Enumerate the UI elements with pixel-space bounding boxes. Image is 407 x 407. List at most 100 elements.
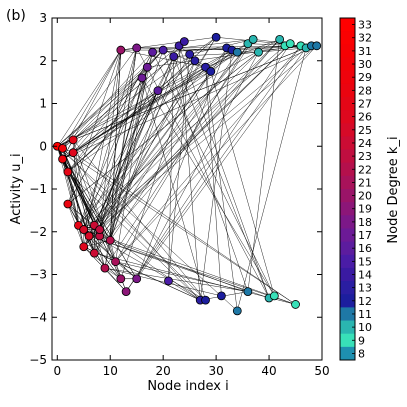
node-point (232, 47, 242, 57)
colorbar-tick-label: 32 (358, 32, 372, 45)
plot-frame (51, 17, 323, 361)
colorbar-swatch (340, 202, 355, 216)
colorbar-swatch (340, 215, 355, 229)
node-point (164, 276, 173, 286)
colorbar-swatch (340, 281, 355, 295)
node-point (254, 47, 263, 57)
network-edge (62, 66, 206, 160)
node-point (63, 199, 73, 209)
network-edge (62, 49, 122, 149)
network-edge (210, 71, 275, 296)
network-edge (94, 252, 296, 305)
node-point (269, 291, 279, 301)
network-edge (125, 43, 291, 292)
network-edge (57, 146, 116, 262)
network-edge (57, 146, 296, 305)
network-edge (83, 52, 259, 230)
node-point (232, 306, 242, 316)
colorbar-tick-label: 16 (358, 242, 372, 255)
network-edge (141, 77, 275, 297)
network-edge (83, 246, 121, 279)
colorbar-swatch (340, 294, 355, 308)
colorbar-tick-label: 15 (358, 255, 372, 268)
node-point (158, 45, 168, 55)
node-point (169, 52, 179, 61)
node-point (217, 291, 226, 301)
colorbar-tick-label: 21 (358, 176, 372, 189)
y-tick-label: −2 (29, 225, 47, 239)
y-axis: 3 2 1 0 −1 −2 −3 −4 −5 (29, 11, 322, 367)
network-edge (62, 148, 100, 230)
panel-label: (b) (6, 8, 26, 24)
network-edge (78, 77, 143, 226)
node-point (153, 86, 163, 96)
node-point (185, 49, 195, 59)
colorbar-frame (339, 17, 356, 361)
y-tick-label: 0 (39, 139, 47, 153)
network-edge (88, 235, 270, 299)
network-edge (57, 45, 312, 147)
colorbar-tick-label: 8 (358, 347, 365, 360)
network-edge (199, 50, 233, 301)
network-edge (184, 36, 217, 42)
network-edge (205, 67, 222, 296)
node-point (142, 62, 152, 72)
network-edge (83, 77, 143, 230)
node-point (148, 47, 157, 57)
node-point (68, 135, 78, 145)
network-edge (62, 158, 206, 301)
colorbar-tick-label: 14 (358, 269, 372, 282)
y-tick-label: −4 (29, 310, 47, 324)
network-edge (88, 235, 296, 305)
network-edge (73, 56, 174, 141)
network-edge (83, 246, 116, 262)
colorbar-tick-label: 23 (358, 150, 372, 163)
node-point (248, 34, 258, 44)
y-axis-label: Activity u_i (9, 153, 24, 224)
network-edge (83, 47, 137, 230)
network-edge (67, 41, 185, 173)
network-edge (94, 60, 196, 254)
network-edge (168, 56, 175, 281)
x-tick-label: 40 (261, 364, 276, 378)
network-edge (83, 71, 212, 247)
node-point (116, 45, 126, 55)
x-axis-label: Node index i (147, 379, 228, 394)
network-edge (88, 45, 317, 237)
node-point (111, 257, 120, 267)
network-edge (94, 39, 280, 254)
x-tick-label: 20 (156, 364, 171, 378)
colorbar-tick-label: 31 (358, 45, 372, 58)
network-edge (110, 41, 185, 241)
node-point (79, 242, 89, 252)
network-edge (104, 267, 222, 297)
colorbar-label: Node Degree k_i (386, 136, 401, 243)
network-edge (88, 56, 174, 237)
network-edge (99, 90, 159, 230)
node-point (58, 154, 67, 164)
node-point (100, 263, 110, 273)
colorbar-swatch (340, 96, 355, 111)
colorbar-swatch (340, 44, 355, 58)
colorbar-swatch (340, 123, 355, 137)
network-edge (88, 43, 291, 237)
network-edge (115, 45, 302, 262)
network-edge (178, 45, 270, 299)
colorbar-swatch (340, 110, 355, 124)
network-edge (57, 41, 185, 147)
colorbar-swatch (340, 320, 355, 335)
node-point (132, 274, 142, 284)
colorbar-tick-label: 19 (358, 203, 372, 216)
node-point (291, 300, 300, 309)
colorbar-swatch (340, 241, 355, 256)
colorbar: 3332313029282726252423222120191817161514… (339, 17, 372, 361)
node-point (211, 32, 221, 42)
edges-layer (57, 36, 317, 312)
network-edge (247, 39, 280, 292)
colorbar-tick-label: 27 (358, 98, 372, 111)
network-edge (83, 54, 190, 247)
network-edge (94, 47, 307, 226)
colorbar-swatch (340, 333, 355, 348)
network-edge (205, 39, 280, 68)
